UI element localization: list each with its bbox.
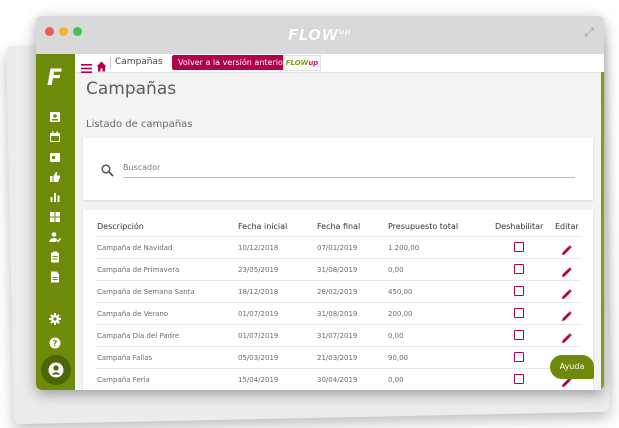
cell-end-date: 31/08/2019 <box>317 266 358 274</box>
cell-start-date: 15/04/2019 <box>238 376 279 384</box>
cell-end-date: 31/08/2019 <box>317 310 358 318</box>
cell-budget: 200,00 <box>388 310 413 318</box>
expand-icon[interactable]: ⤢ <box>584 25 594 39</box>
clipboard-icon[interactable] <box>49 251 61 263</box>
cell-budget: 0,00 <box>388 376 404 384</box>
title-bar: FLOWup ⤢ <box>36 16 604 55</box>
cell-end-date: 21/03/2019 <box>317 354 358 362</box>
search-input[interactable] <box>123 157 575 178</box>
section-subtitle: Listado de campañas <box>86 119 193 130</box>
sidebar-logo: F <box>47 66 63 91</box>
thumbs-up-icon[interactable] <box>49 171 61 183</box>
table-row: Campaña Feria 15/04/2019 30/04/2019 0,00 <box>95 368 581 390</box>
minimize-window-button[interactable] <box>59 27 68 36</box>
cell-end-date: 30/04/2019 <box>317 376 358 384</box>
breadcrumb[interactable]: Campañas <box>115 57 163 67</box>
dashboard-icon[interactable] <box>49 211 61 223</box>
calendar-icon[interactable] <box>49 131 61 143</box>
brand-name: FLOW <box>288 26 339 44</box>
hamburger-menu-icon[interactable] <box>81 58 92 77</box>
cell-start-date: 18/12/2018 <box>238 288 279 296</box>
disable-checkbox[interactable] <box>514 264 524 274</box>
edit-pencil-icon[interactable] <box>561 329 572 348</box>
brand-suffix: up <box>338 27 351 36</box>
cell-budget: 0,00 <box>388 332 404 340</box>
disable-checkbox[interactable] <box>514 330 524 340</box>
cell-description: Campaña de Primavera <box>97 266 180 274</box>
cell-budget: 450,00 <box>388 288 413 296</box>
table-row: Campaña Día del Padre 01/07/2019 31/07/201… <box>95 324 581 347</box>
page-title: Campañas <box>86 79 177 99</box>
search-card <box>83 138 593 200</box>
column-header-end-date[interactable]: Fecha final <box>317 222 361 231</box>
cell-start-date: 01/07/2019 <box>238 332 279 340</box>
browser-window: FLOWup ⤢ F <box>36 16 604 390</box>
document-icon[interactable] <box>49 271 61 283</box>
cell-description: Campaña Día del Padre <box>97 332 180 340</box>
edit-pencil-icon[interactable] <box>561 285 572 304</box>
contact-card-icon[interactable] <box>49 111 61 123</box>
bar-chart-icon[interactable] <box>49 191 61 203</box>
sidebar: F ? <box>36 54 75 390</box>
disable-checkbox[interactable] <box>514 286 524 296</box>
svg-text:?: ? <box>53 339 58 348</box>
maximize-window-button[interactable] <box>73 27 82 36</box>
disable-checkbox[interactable] <box>514 374 524 384</box>
mini-logo-left: FLOW <box>285 59 309 67</box>
cell-budget: 1.200,00 <box>388 244 420 252</box>
cell-start-date: 10/12/2018 <box>238 244 279 252</box>
cell-start-date: 05/03/2019 <box>238 354 279 362</box>
cell-budget: 90,00 <box>388 354 409 362</box>
cell-start-date: 01/07/2019 <box>238 310 279 318</box>
main-content: Campañas Listado de campañas Descripción… <box>75 73 601 390</box>
accent-border <box>601 72 604 390</box>
top-bar: Campañas Volver a la versión anterior FL… <box>75 54 604 73</box>
calendar-event-icon[interactable] <box>49 151 61 163</box>
disable-checkbox[interactable] <box>514 242 524 252</box>
close-window-button[interactable] <box>45 27 54 36</box>
table-row: Campaña Fallas 05/03/2019 21/03/2019 90,00 <box>95 346 581 369</box>
cell-description: Campaña Fallas <box>97 354 153 362</box>
column-header-description[interactable]: Descripción <box>97 222 144 231</box>
home-icon[interactable] <box>96 57 107 76</box>
cell-end-date: 31/07/2019 <box>317 332 358 340</box>
column-header-start-date[interactable]: Fecha inicial <box>238 222 288 231</box>
campaigns-table: Descripción Fecha inicial Fecha final Pr… <box>83 210 593 390</box>
mini-logo-right: up <box>308 59 319 67</box>
previous-version-button[interactable]: Volver a la versión anterior <box>172 55 293 70</box>
avatar-icon <box>48 362 64 378</box>
table-row: Campaña de Verano 01/07/2019 31/08/2019 200… <box>95 302 581 325</box>
disable-checkbox[interactable] <box>514 352 524 362</box>
help-icon[interactable]: ? <box>49 337 61 349</box>
disable-checkbox[interactable] <box>514 308 524 318</box>
flowup-mini-logo[interactable]: FLOWup <box>283 55 321 71</box>
cell-description: Campaña Feria <box>97 376 150 384</box>
cell-end-date: 07/01/2019 <box>317 244 358 252</box>
search-icon <box>101 162 114 181</box>
edit-pencil-icon[interactable] <box>561 241 572 260</box>
breadcrumb-divider <box>110 57 111 69</box>
cell-description: Campaña de Navidad <box>97 244 173 252</box>
user-check-icon[interactable] <box>49 231 61 243</box>
column-header-disable: Deshabilitar <box>495 222 544 231</box>
table-row: Campaña de Primavera 23/05/2019 31/08/2019… <box>95 258 581 281</box>
table-row: Campaña de Navidad 10/12/2018 07/01/2019 1.… <box>95 236 581 259</box>
help-button[interactable]: Ayuda <box>550 355 594 379</box>
column-header-edit: Editar <box>555 222 579 231</box>
edit-pencil-icon[interactable] <box>561 263 572 282</box>
user-avatar[interactable] <box>41 355 71 385</box>
table-row: Campaña de Semana Santa 18/12/2018 28/02/2… <box>95 280 581 303</box>
app-brand: FLOWup <box>288 26 351 44</box>
cell-budget: 0,00 <box>388 266 404 274</box>
cell-end-date: 28/02/2019 <box>317 288 358 296</box>
cell-description: Campaña de Verano <box>97 310 169 318</box>
cell-start-date: 23/05/2019 <box>238 266 279 274</box>
edit-pencil-icon[interactable] <box>561 307 572 326</box>
gear-icon[interactable] <box>49 313 61 325</box>
cell-description: Campaña de Semana Santa <box>97 288 195 296</box>
column-header-budget[interactable]: Presupuesto total <box>388 222 459 231</box>
